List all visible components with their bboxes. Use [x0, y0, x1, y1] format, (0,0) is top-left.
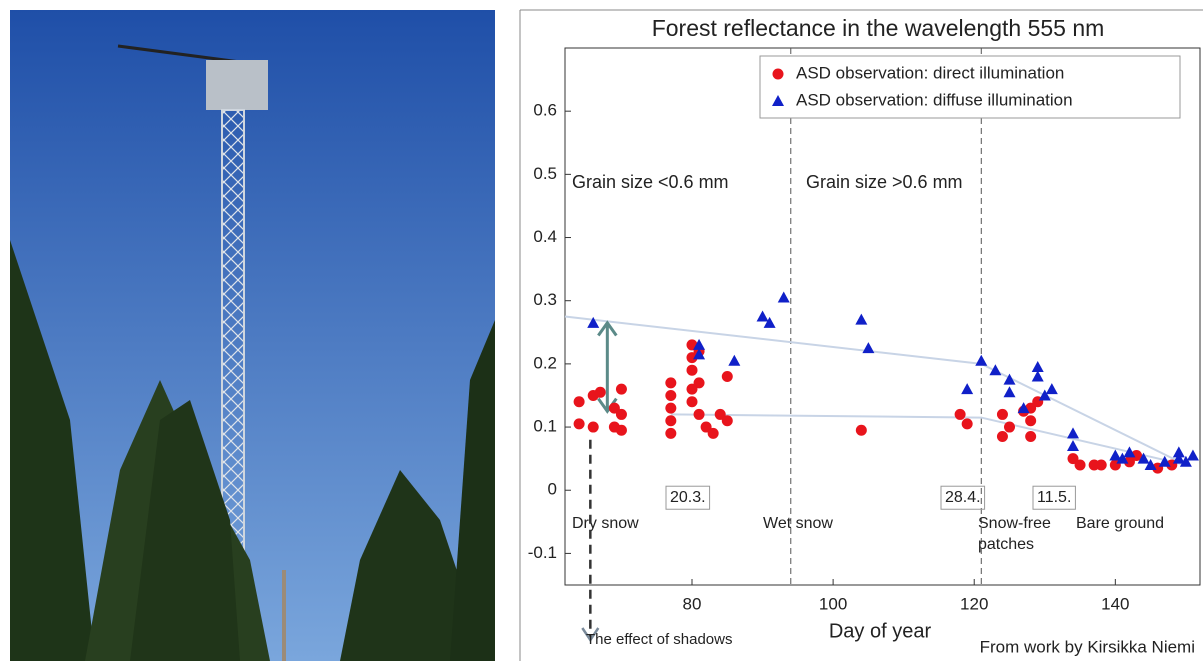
point [1025, 431, 1036, 442]
point [665, 428, 676, 439]
x-tick-label: 80 [683, 594, 702, 613]
annotation: Bare ground [1076, 515, 1164, 532]
annotation: Wet snow [763, 515, 833, 532]
point [616, 409, 627, 420]
annotation: patches [978, 536, 1034, 553]
point [997, 431, 1008, 442]
plot-area [565, 48, 1200, 585]
point [665, 403, 676, 414]
legend-label: ASD observation: direct illumination [796, 63, 1064, 82]
point [665, 390, 676, 401]
annotation: The effect of shadows [586, 631, 732, 648]
point [722, 371, 733, 382]
point [574, 418, 585, 429]
annotation: Snow-free [978, 515, 1051, 532]
point [588, 422, 599, 433]
legend-marker [773, 69, 784, 80]
y-tick-label: -0.1 [528, 543, 557, 562]
point [955, 409, 966, 420]
y-tick-label: 0.4 [533, 227, 557, 246]
point [595, 387, 606, 398]
photo [10, 10, 495, 661]
y-tick-label: 0.5 [533, 164, 557, 183]
credit: From work by Kirsikka Niemi [980, 637, 1195, 656]
point [694, 377, 705, 388]
x-axis-label: Day of year [829, 620, 932, 642]
x-tick-label: 100 [819, 594, 847, 613]
point [856, 425, 867, 436]
point [687, 365, 698, 376]
chart-title: Forest reflectance in the wavelength 555… [652, 15, 1105, 41]
point [665, 415, 676, 426]
annotation: Grain size >0.6 mm [806, 172, 963, 192]
point [687, 396, 698, 407]
y-tick-label: 0.2 [533, 353, 557, 372]
annotation: Grain size <0.6 mm [572, 172, 729, 192]
annotation: 28.4. [945, 489, 981, 506]
point [962, 418, 973, 429]
y-tick-label: 0.1 [533, 417, 557, 436]
annotation: 11.5. [1037, 489, 1071, 506]
y-tick-label: 0.6 [533, 101, 557, 120]
point [1004, 422, 1015, 433]
point [694, 409, 705, 420]
point [1025, 415, 1036, 426]
point [722, 415, 733, 426]
x-tick-label: 140 [1101, 594, 1129, 613]
point [574, 396, 585, 407]
legend-label: ASD observation: diffuse illumination [796, 90, 1073, 109]
y-tick-label: 0.3 [533, 290, 557, 309]
annotation: 20.3. [670, 489, 706, 506]
point [665, 377, 676, 388]
page: Forest reflectance in the wavelength 555… [0, 0, 1203, 661]
x-tick-label: 120 [960, 594, 988, 613]
point [616, 425, 627, 436]
point [1075, 459, 1086, 470]
point [708, 428, 719, 439]
point [616, 384, 627, 395]
annotation: Dry snow [572, 515, 639, 532]
point [1096, 459, 1107, 470]
y-tick-label: 0 [548, 480, 557, 499]
point [997, 409, 1008, 420]
